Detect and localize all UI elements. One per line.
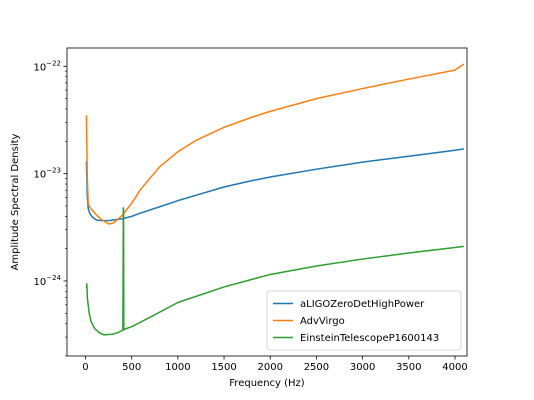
x-tick-label: 4000 <box>442 362 467 373</box>
legend-label-0: aLIGOZeroDetHighPower <box>300 299 425 310</box>
y-tick-mantissa: 10 <box>33 170 46 181</box>
x-tick-label: 1500 <box>211 362 236 373</box>
series-line-1 <box>85 63 465 225</box>
legend-label-2: EinsteinTelescopeP1600143 <box>300 333 439 344</box>
x-tick-label: 0 <box>82 362 88 373</box>
legend-label-1: AdvVirgo <box>300 316 345 327</box>
y-tick-mantissa: 10 <box>33 62 46 73</box>
y-axis-label: Amplitude Spectral Density <box>10 133 21 270</box>
series-line-0 <box>85 148 464 222</box>
y-tick-exponent: −24 <box>46 274 61 282</box>
plot-area <box>85 63 465 336</box>
legend: aLIGOZeroDetHighPower AdvVirgo EinsteinTel… <box>266 290 462 351</box>
axes-frame <box>66 47 468 357</box>
y-tick-exponent: −23 <box>46 167 61 175</box>
x-axis: 0 500 1000 1500 2000 2500 3000 3500 4000 <box>82 356 468 373</box>
y-tick-label: 10−24 <box>33 274 61 288</box>
x-axis-label: Frequency (Hz) <box>229 378 305 389</box>
legend-box <box>266 290 462 351</box>
x-tick-label: 2000 <box>258 362 283 373</box>
x-tick-label: 500 <box>122 362 141 373</box>
x-tick-label: 3000 <box>350 362 375 373</box>
x-tick-label: 1000 <box>165 362 190 373</box>
y-tick-exponent: −22 <box>46 59 61 67</box>
y-tick-mantissa: 10 <box>33 277 46 288</box>
series-line-2 <box>85 207 464 336</box>
x-tick-label: 2500 <box>304 362 329 373</box>
y-tick-label: 10−22 <box>33 59 61 73</box>
y-tick-label: 10−23 <box>33 167 61 181</box>
x-tick-label: 3500 <box>396 362 421 373</box>
